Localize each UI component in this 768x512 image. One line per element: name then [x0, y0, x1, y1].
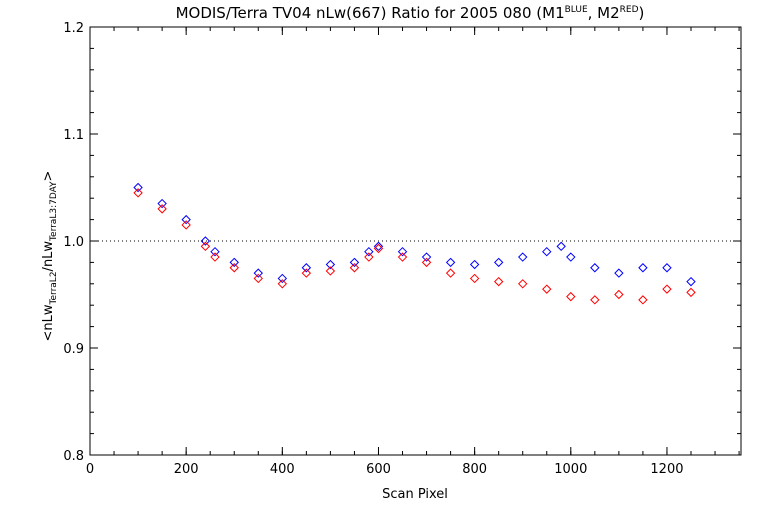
red-series-point	[469, 273, 480, 284]
red-series-point	[590, 295, 600, 305]
blue-series-point	[364, 246, 374, 257]
red-series-point	[325, 266, 336, 276]
red-series-point	[210, 252, 220, 262]
red-series-point	[686, 287, 696, 298]
x-tick-label: 1000	[554, 462, 587, 477]
red-series-point	[349, 263, 360, 273]
plot-area: 0.8 0.9 1.0 1.1 1.2 0 200 400 600 800 1000 1200	[63, 21, 742, 477]
blue-series-point	[686, 276, 696, 287]
chart-title-sup-blue: BLUE	[565, 5, 588, 15]
blue-series-point	[301, 263, 312, 273]
red-series-point	[614, 289, 624, 300]
chart-title: MODIS/Terra TV04 nLw(667) Ratio for 2005…	[176, 4, 645, 22]
x-tick-label: 0	[86, 462, 94, 477]
red-series-point	[421, 257, 432, 268]
y-tick-label: 1.0	[63, 235, 84, 250]
chart-title-mid: , M2	[588, 4, 620, 22]
y-axis-label-sub1: TerraL2	[49, 271, 59, 305]
blue-series-point	[253, 268, 263, 278]
x-tick-label: 800	[462, 462, 487, 477]
red-series-point	[662, 284, 672, 294]
red-series-point	[518, 279, 528, 289]
x-tick-label: 400	[270, 462, 295, 477]
blue-series-point	[157, 198, 167, 209]
blue-series-point	[662, 263, 672, 273]
red-series-point	[253, 273, 263, 284]
y-axis-label: <nLwTerraL2/nLwTerraL3:7DAY>	[41, 171, 59, 342]
blue-series-point	[229, 257, 239, 268]
blue-series-point	[556, 241, 566, 252]
red-series-point	[364, 252, 374, 262]
y-tick-label: 1.2	[63, 21, 84, 36]
red-series-point	[493, 276, 504, 287]
red-series-point	[301, 268, 312, 278]
blue-series-point	[325, 259, 336, 270]
red-series-point	[445, 268, 456, 278]
red-series-point	[638, 295, 648, 305]
blue-series-point	[469, 259, 480, 270]
y-tick-label: 1.1	[63, 128, 84, 143]
x-tick-label: 1200	[650, 462, 683, 477]
blue-series-point	[518, 252, 528, 262]
red-series-point	[157, 204, 167, 214]
chart-title-main: MODIS/Terra TV04 nLw(667) Ratio for 2005…	[176, 4, 565, 22]
y-tick-label: 0.9	[63, 342, 84, 357]
blue-series-point	[397, 246, 408, 257]
blue-series-point	[421, 252, 432, 262]
red-series-point	[566, 291, 576, 302]
blue-series-point	[349, 257, 360, 268]
chart-title-sup-red: RED	[620, 5, 639, 15]
blue-series-point	[590, 263, 600, 273]
blue-series-point	[373, 241, 384, 252]
blue-series-point	[133, 182, 143, 193]
red-series-point	[397, 252, 408, 262]
red-series-point	[133, 188, 143, 198]
red-series-point	[542, 284, 552, 294]
y-axis-label-part1: <nLw	[41, 304, 56, 341]
blue-series-point	[542, 246, 552, 257]
x-tick-label: 200	[174, 462, 199, 477]
x-tick-label: 600	[366, 462, 391, 477]
blue-series-point	[445, 257, 456, 268]
blue-series-point	[638, 263, 648, 273]
red-series-point	[373, 243, 384, 254]
blue-series-point	[210, 246, 220, 257]
x-axis-label: Scan Pixel	[382, 487, 448, 502]
blue-series-point	[277, 273, 288, 284]
y-axis-label-part3: >	[41, 171, 56, 182]
red-series-point	[277, 279, 288, 289]
y-axis-label-part2: /nLw	[41, 241, 56, 272]
chart-title-end: )	[639, 4, 645, 22]
blue-series-point	[493, 257, 504, 268]
red-series-point	[200, 241, 211, 252]
blue-series-point	[181, 214, 191, 225]
blue-series-point	[614, 268, 624, 278]
red-series-point	[229, 263, 239, 273]
y-tick-label: 0.8	[63, 449, 84, 464]
blue-series-point	[566, 252, 576, 262]
red-series-point	[181, 220, 191, 230]
blue-series-point	[200, 236, 211, 246]
y-axis-label-sub2: TerraL3:7DAY	[49, 181, 59, 242]
